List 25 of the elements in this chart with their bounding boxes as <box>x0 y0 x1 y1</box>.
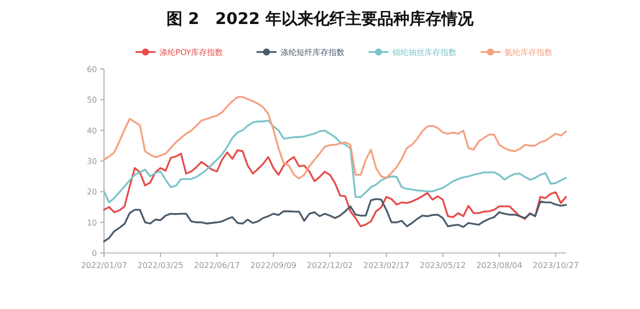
line-series <box>103 120 567 204</box>
y-tick-label: 10 <box>86 218 97 228</box>
x-tick-label: 2022/06/17 <box>194 261 240 270</box>
chart-title: 图 2 2022 年以来化纤主要品种库存情况 <box>166 9 474 28</box>
y-tick-label: 0 <box>92 249 97 258</box>
x-tick-label: 2023/10/27 <box>532 261 579 270</box>
x-tick-label: 2022/09/09 <box>250 261 296 270</box>
legend-label: 锦纶抽丝库存指数 <box>392 48 456 57</box>
x-tick-label: 2022/03/25 <box>137 261 184 270</box>
x-tick-label: 2023/02/17 <box>363 261 410 270</box>
y-tick-label: 30 <box>86 157 97 166</box>
line-series <box>103 96 567 180</box>
x-tick-label: 2023/08/04 <box>476 261 522 270</box>
legend-label: 涤纶POY库存指数 <box>160 48 224 57</box>
legend-label: 氨纶库存指数 <box>504 48 552 57</box>
x-tick-label: 2022/01/07 <box>80 261 128 270</box>
y-tick-label: 50 <box>86 96 97 105</box>
line-series <box>103 198 567 242</box>
x-tick-label: 2022/12/02 <box>306 261 353 270</box>
line-series <box>103 149 567 228</box>
y-tick-label: 40 <box>86 126 97 136</box>
legend-label: 涤纶短纤库存指数 <box>280 48 344 57</box>
y-tick-label: 20 <box>86 188 97 197</box>
x-tick-label: 2023/05/12 <box>420 261 466 270</box>
y-tick-label: 60 <box>86 65 97 74</box>
